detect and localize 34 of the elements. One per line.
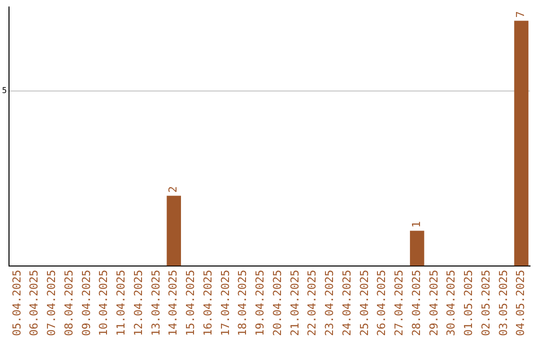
x-tick-label: 10.04.2025	[97, 270, 110, 336]
x-tick-label: 21.04.2025	[288, 270, 302, 336]
data-label: 1	[410, 221, 423, 228]
x-tick-label: 19.04.2025	[254, 270, 267, 336]
x-tick-label: 28.04.2025	[410, 270, 423, 336]
x-tick-label: 17.04.2025	[218, 270, 232, 336]
data-label: 7	[514, 11, 528, 18]
x-tick-label: 25.04.2025	[358, 270, 371, 336]
x-tick-label: 14.04.2025	[166, 270, 180, 336]
x-tick-label: 06.04.2025	[28, 270, 41, 336]
x-tick-label: 18.04.2025	[236, 270, 250, 336]
x-tick-label: 26.04.2025	[375, 270, 388, 336]
data-label: 2	[166, 186, 180, 193]
x-tick-label: 04.05.2025	[514, 270, 528, 336]
x-tick-label: 03.05.2025	[496, 270, 510, 336]
x-tick-label: 09.04.2025	[80, 270, 93, 336]
x-tick-label: 02.05.2025	[479, 270, 492, 336]
x-tick-label: 16.04.2025	[201, 270, 214, 336]
x-tick-label: 07.04.2025	[45, 270, 58, 336]
x-tick-label: 15.04.2025	[184, 270, 198, 336]
x-tick-label: 05.04.2025	[10, 270, 24, 336]
y-tick-label: 5	[2, 86, 7, 95]
x-tick-label: 11.04.2025	[114, 270, 128, 336]
x-tick-label: 01.05.2025	[462, 270, 476, 336]
x-tick-label: 23.04.2025	[323, 270, 336, 336]
x-tick-label: 27.04.2025	[392, 270, 406, 336]
x-tick-label: 30.04.2025	[444, 270, 458, 336]
x-tick-label: 12.04.2025	[132, 270, 145, 336]
x-tick-label: 22.04.2025	[306, 270, 319, 336]
x-tick-label: 13.04.2025	[149, 270, 162, 336]
x-tick-label: 24.04.2025	[340, 270, 354, 336]
x-tick-label: 20.04.2025	[270, 270, 284, 336]
x-tick-label: 08.04.2025	[62, 270, 76, 336]
x-tick-label: 29.04.2025	[427, 270, 440, 336]
